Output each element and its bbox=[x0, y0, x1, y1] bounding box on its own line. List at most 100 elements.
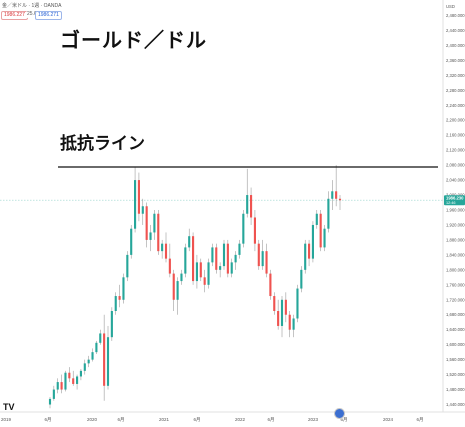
candle-up[interactable] bbox=[99, 333, 102, 343]
candle-up[interactable] bbox=[180, 273, 183, 282]
candle-down[interactable] bbox=[118, 296, 121, 300]
price-tick-label: 1,640.000 bbox=[446, 327, 465, 332]
candle-up[interactable] bbox=[280, 299, 284, 326]
candle-up[interactable] bbox=[79, 370, 82, 377]
chart-title-annotation: ゴールド／ドル bbox=[60, 28, 207, 52]
candle-down[interactable] bbox=[250, 195, 253, 218]
candle-up[interactable] bbox=[52, 389, 55, 399]
candle-up[interactable] bbox=[95, 342, 98, 353]
candle-down[interactable] bbox=[335, 191, 338, 199]
price-tick-label: 1,520.000 bbox=[446, 372, 465, 377]
candle-up[interactable] bbox=[149, 232, 152, 240]
candle-down[interactable] bbox=[269, 273, 272, 297]
candle-down[interactable] bbox=[338, 198, 342, 201]
last-price-value: 1986.230 bbox=[446, 196, 464, 201]
candle-up[interactable] bbox=[246, 195, 249, 214]
candle-up[interactable] bbox=[87, 359, 90, 364]
candle-up[interactable] bbox=[261, 251, 264, 267]
candle-up[interactable] bbox=[323, 228, 326, 248]
candle-down[interactable] bbox=[137, 180, 140, 214]
candle-up[interactable] bbox=[184, 247, 187, 274]
candle-up[interactable] bbox=[311, 224, 314, 259]
candle-up[interactable] bbox=[161, 243, 164, 252]
candle-down[interactable] bbox=[72, 378, 75, 384]
candle-up[interactable] bbox=[188, 236, 191, 248]
candle-up[interactable] bbox=[230, 262, 233, 274]
candle-down[interactable] bbox=[199, 262, 202, 278]
price-tick-label: 1,760.000 bbox=[446, 282, 465, 287]
candle-up[interactable] bbox=[315, 213, 318, 225]
candle-down[interactable] bbox=[60, 382, 63, 390]
candle-up[interactable] bbox=[76, 376, 79, 384]
candle-down[interactable] bbox=[157, 213, 160, 252]
time-tick-label: 2020 bbox=[87, 417, 98, 422]
candle-down[interactable] bbox=[319, 213, 322, 248]
candle-up[interactable] bbox=[331, 191, 334, 199]
us-flag-icon[interactable] bbox=[334, 408, 345, 419]
candle-up[interactable] bbox=[211, 247, 214, 263]
price-tick-label: 1,800.000 bbox=[446, 267, 465, 272]
candle-up[interactable] bbox=[327, 198, 330, 229]
candle-up[interactable] bbox=[91, 352, 94, 360]
candle-up[interactable] bbox=[304, 243, 307, 270]
candle-down[interactable] bbox=[277, 311, 280, 326]
candle-down[interactable] bbox=[68, 372, 71, 379]
candle-down[interactable] bbox=[103, 333, 106, 386]
candle-up[interactable] bbox=[110, 311, 113, 338]
candle-up[interactable] bbox=[48, 398, 52, 405]
candle-up[interactable] bbox=[64, 372, 67, 390]
price-tick-label: 2,160.000 bbox=[446, 133, 465, 138]
candle-up[interactable] bbox=[292, 318, 295, 330]
time-tick-label: 6月 bbox=[117, 417, 124, 423]
candle-down[interactable] bbox=[215, 247, 218, 270]
candle-down[interactable] bbox=[168, 258, 171, 274]
candle-down[interactable] bbox=[265, 251, 268, 274]
candle-up[interactable] bbox=[83, 363, 86, 371]
candle-up[interactable] bbox=[207, 262, 210, 285]
candle-up[interactable] bbox=[238, 243, 241, 255]
candle-down[interactable] bbox=[192, 236, 195, 282]
price-tick-label: 1,720.000 bbox=[446, 297, 465, 302]
candle-up[interactable] bbox=[141, 206, 144, 214]
price-tick-label: 2,040.000 bbox=[446, 178, 465, 183]
price-tick-label: 2,440.000 bbox=[446, 28, 465, 33]
candle-down[interactable] bbox=[284, 299, 287, 315]
price-tick-label: 2,080.000 bbox=[446, 163, 465, 168]
candle-up[interactable] bbox=[176, 281, 179, 300]
price-tick-label: 2,000.000 bbox=[446, 193, 465, 198]
candle-up[interactable] bbox=[219, 266, 222, 270]
buy-price-button[interactable]: 1986.271 bbox=[35, 11, 62, 20]
candle-up[interactable] bbox=[134, 180, 137, 229]
candle-up[interactable] bbox=[242, 213, 245, 244]
price-tick-label: 1,840.000 bbox=[446, 252, 465, 257]
candle-up[interactable] bbox=[56, 382, 59, 390]
candle-down[interactable] bbox=[257, 243, 260, 267]
candle-up[interactable] bbox=[234, 254, 237, 263]
candle-down[interactable] bbox=[226, 243, 229, 274]
price-tick-label: 1,680.000 bbox=[446, 312, 465, 317]
candle-up[interactable] bbox=[130, 228, 133, 255]
time-tick-label: 2022 bbox=[235, 417, 246, 422]
candle-up[interactable] bbox=[106, 337, 110, 386]
candle-up[interactable] bbox=[195, 262, 198, 282]
candle-up[interactable] bbox=[222, 243, 226, 267]
symbol-line[interactable]: 金／米ドル · 1週 · OANDA bbox=[2, 3, 62, 9]
candle-up[interactable] bbox=[300, 269, 303, 289]
candle-down[interactable] bbox=[308, 243, 311, 259]
candle-up[interactable] bbox=[126, 254, 129, 278]
candle-down[interactable] bbox=[253, 217, 256, 244]
candle-up[interactable] bbox=[122, 277, 125, 300]
candle-down[interactable] bbox=[145, 206, 148, 240]
price-tick-label: 1,920.000 bbox=[446, 222, 465, 227]
candle-down[interactable] bbox=[288, 314, 291, 330]
price-tick-label: 2,240.000 bbox=[446, 103, 465, 108]
candle-up[interactable] bbox=[114, 296, 117, 311]
candle-up[interactable] bbox=[296, 288, 299, 319]
candle-down[interactable] bbox=[203, 277, 206, 285]
candle-down[interactable] bbox=[172, 273, 175, 300]
candle-down[interactable] bbox=[273, 296, 276, 311]
candle-down[interactable] bbox=[164, 243, 168, 259]
candle-up[interactable] bbox=[153, 213, 156, 233]
